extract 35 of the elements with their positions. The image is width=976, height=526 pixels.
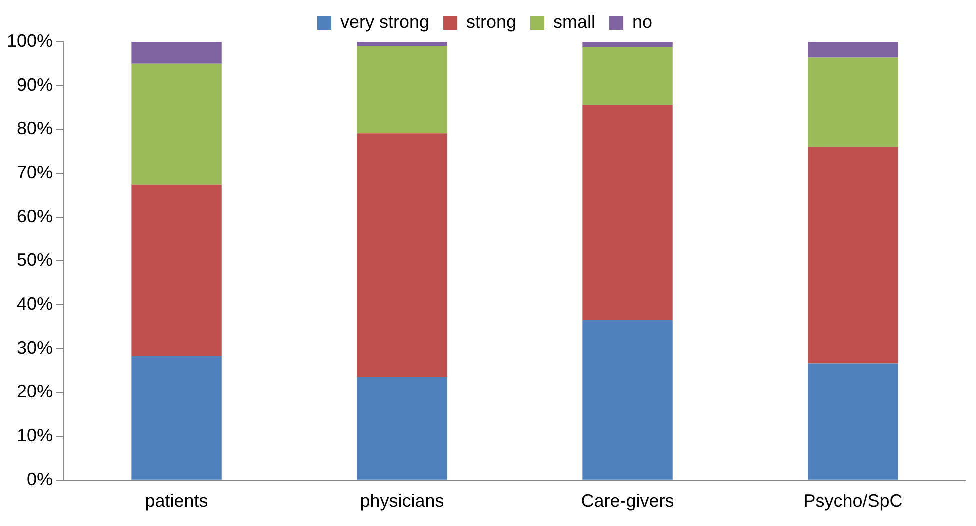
y-tick-label: 100%: [6, 30, 54, 51]
y-tick-label: 40%: [17, 294, 54, 314]
bar: [808, 58, 898, 148]
y-tick-label: 90%: [17, 74, 54, 95]
bar: [132, 64, 222, 185]
legend-label: small: [554, 12, 596, 32]
y-tick-label: 70%: [17, 162, 54, 182]
y-tick-label: 50%: [17, 250, 54, 270]
y-tick-label: 10%: [17, 426, 54, 446]
y-tick-label: 20%: [17, 382, 54, 402]
bar: [582, 105, 673, 320]
bar: [132, 356, 222, 480]
bar: [132, 184, 222, 356]
bar: [808, 364, 898, 480]
y-tick-label: 60%: [17, 206, 54, 226]
x-tick-label: patients: [145, 491, 208, 512]
bar: [808, 42, 898, 58]
bar: [582, 47, 673, 106]
bar: [808, 147, 898, 364]
bar: [357, 46, 448, 134]
x-tick-label: Psycho/SpC: [804, 491, 903, 512]
bar: [582, 42, 673, 48]
x-tick-label: Care-givers: [581, 491, 674, 512]
bar: [582, 320, 673, 480]
x-tick-label: physicians: [360, 491, 444, 512]
y-tick-label: 30%: [17, 338, 54, 358]
y-tick-label: 0%: [27, 469, 54, 490]
bar: [357, 134, 448, 378]
bar: [357, 377, 448, 480]
legend-label: no: [632, 12, 653, 32]
y-tick-label: 80%: [17, 118, 54, 139]
bar: [132, 42, 222, 64]
legend-label: very strong: [340, 12, 430, 32]
bar: [357, 42, 448, 46]
legend-label: strong: [466, 12, 517, 32]
